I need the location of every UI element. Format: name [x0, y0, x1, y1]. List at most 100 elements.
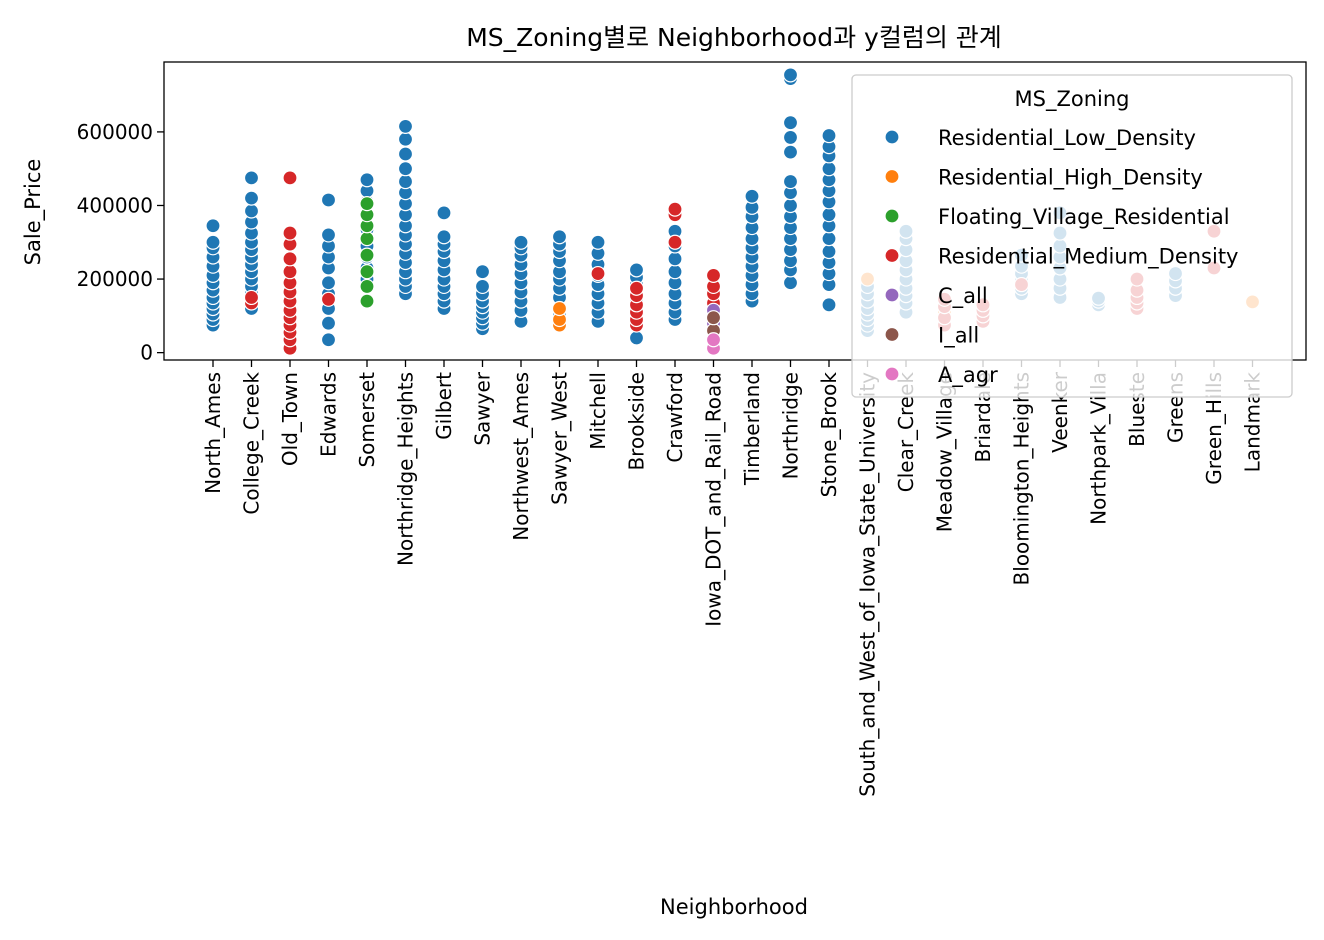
data-point [436, 229, 452, 245]
data-point [821, 230, 837, 247]
x-tick-label: Sawyer [471, 371, 495, 445]
legend-marker [884, 326, 900, 343]
data-point [359, 264, 375, 280]
data-point [320, 192, 337, 208]
data-point [667, 251, 683, 267]
legend-marker [884, 208, 900, 224]
legend-label: Floating_Village_Residential [938, 205, 1230, 230]
data-point [513, 234, 529, 250]
data-point [628, 280, 645, 296]
x-tick-label: Old_Town [278, 372, 302, 466]
data-point [551, 229, 568, 245]
x-tick-label: Northridge [779, 372, 803, 479]
data-point [821, 243, 837, 260]
data-point [397, 131, 414, 147]
legend-marker [884, 168, 900, 185]
data-point [821, 127, 837, 144]
data-point [320, 315, 337, 331]
data-point [744, 188, 760, 204]
x-tick-label: Iowa_DOT_and_Rail_Road [702, 372, 726, 627]
data-point [821, 297, 837, 313]
x-tick-label: Meadow_Village [933, 372, 957, 532]
legend-marker [884, 366, 900, 382]
data-point [320, 291, 337, 307]
y-tick-label: 200000 [77, 267, 153, 291]
y-axis-label: Sale_Price [21, 159, 46, 266]
data-point [282, 225, 298, 241]
data-point [821, 207, 837, 223]
data-point [782, 275, 799, 291]
data-point [320, 332, 337, 348]
data-point [359, 247, 375, 263]
data-point [205, 234, 221, 250]
legend-label: Residential_High_Density [938, 166, 1203, 191]
x-tick-label: Crawford [663, 372, 687, 463]
data-point [243, 203, 260, 219]
data-point [474, 264, 491, 280]
x-tick-label: Edwards [317, 372, 341, 457]
legend-marker [884, 247, 900, 264]
y-axis: 0 200000 400000 600000 [77, 120, 164, 365]
data-point [667, 234, 683, 250]
data-point [397, 118, 414, 134]
legend-marker [884, 129, 900, 145]
y-tick-label: 400000 [77, 193, 153, 217]
legend-title: MS_Zoning [1015, 87, 1130, 112]
data-point [436, 205, 452, 221]
data-point [590, 265, 606, 282]
data-point [243, 289, 260, 306]
x-tick-label: Stone_Brook [817, 372, 841, 498]
x-tick-label: Northridge_Heights [394, 372, 418, 566]
data-point [359, 172, 375, 188]
legend-label: I_all [938, 324, 979, 349]
x-tick-label: South_and_West_of_Iowa_State_University [856, 372, 880, 797]
data-point [282, 251, 298, 267]
legend-label: Residential_Low_Density [938, 126, 1196, 151]
data-point [397, 146, 414, 162]
y-tick-label: 0 [140, 341, 153, 365]
legend-label: C_all [938, 284, 988, 309]
data-point [397, 161, 414, 177]
data-point [359, 230, 375, 247]
data-point [667, 264, 683, 280]
data-point [821, 161, 837, 177]
x-tick-label: College_Creek [240, 372, 264, 515]
data-point [397, 173, 414, 190]
data-point [359, 293, 375, 309]
legend-label: Residential_Medium_Density [938, 245, 1238, 270]
data-point [782, 144, 799, 160]
data-point [782, 115, 799, 131]
data-point [474, 278, 491, 295]
data-point [205, 218, 221, 234]
data-point [782, 67, 799, 83]
legend-frame [851, 74, 1293, 398]
x-tick-label: Brookside [625, 372, 649, 471]
data-point [628, 262, 645, 278]
chart-title: MS_Zoning별로 Neighborhood과 y컬럼의 관계 [466, 23, 1002, 52]
data-point [359, 278, 375, 295]
x-axis-label: Neighborhood [660, 895, 808, 919]
legend-marker [884, 287, 900, 303]
data-point [282, 264, 298, 280]
data-point [551, 300, 568, 317]
x-tick-label: Sawyer_West [548, 372, 572, 505]
x-tick-label: Timberland [740, 372, 764, 486]
data-point [628, 330, 645, 346]
data-point [590, 234, 606, 250]
x-tick-label: Gilbert [432, 372, 456, 440]
x-tick-label: Northwest_Ames [509, 372, 533, 541]
x-tick-label: North_Ames [201, 372, 225, 494]
data-point [320, 275, 337, 291]
legend: MS_Zoning Residential_Low_Density Residen… [851, 74, 1293, 398]
data-point [782, 173, 799, 190]
data-point [359, 196, 375, 212]
plot-frame [163, 61, 1307, 361]
series-A_agr [705, 332, 722, 356]
data-point [320, 227, 337, 243]
data-point [705, 267, 722, 283]
data-point [243, 170, 260, 186]
y-tick-label: 600000 [77, 120, 153, 144]
x-tick-label: Bloomington_Heights [1010, 372, 1034, 585]
legend-label: A_agr [938, 363, 998, 388]
